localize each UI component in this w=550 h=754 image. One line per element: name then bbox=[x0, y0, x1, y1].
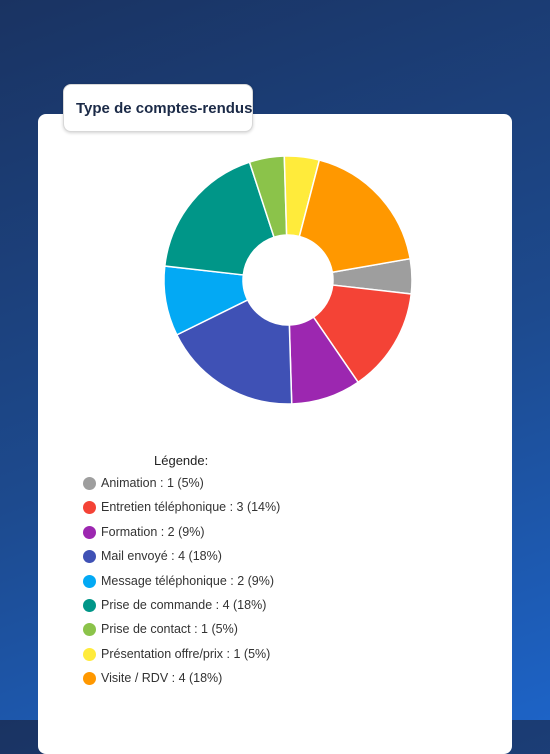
chart-title-tab: Type de comptes-rendus bbox=[63, 84, 253, 132]
legend-color-dot bbox=[83, 647, 96, 661]
legend-color-dot bbox=[83, 599, 96, 612]
legend-color-dot bbox=[83, 574, 96, 588]
legend-color-dot bbox=[83, 550, 96, 564]
legend-label: Mail envoyé : 4 (18%) bbox=[101, 549, 222, 564]
donut-slice-8[interactable] bbox=[298, 159, 412, 274]
legend-label: Prise de contact : 1 (5%) bbox=[101, 622, 238, 637]
legend-color-dot bbox=[83, 672, 96, 686]
legend-label: Formation : 2 (9%) bbox=[101, 524, 205, 539]
legend-label: Entretien téléphonique : 3 (14%) bbox=[101, 500, 281, 515]
donut-slice-1[interactable] bbox=[312, 284, 413, 384]
donut-slice-5[interactable] bbox=[163, 161, 275, 276]
legend-color-dot bbox=[83, 501, 96, 515]
donut-chart bbox=[163, 155, 413, 405]
legend-label: Visite / RDV : 4 (18%) bbox=[101, 671, 223, 686]
legend-color-dot bbox=[83, 477, 96, 490]
legend-title: Légende: bbox=[154, 453, 209, 468]
legend-color-dot bbox=[83, 525, 96, 539]
legend-label: Animation : 1 (5%) bbox=[101, 476, 204, 490]
chart-title: Type de comptes-rendus bbox=[76, 100, 253, 117]
donut-slice-3[interactable] bbox=[175, 298, 293, 405]
legend-label: Message téléphonique : 2 (9%) bbox=[101, 573, 275, 588]
legend-label: Présentation offre/prix : 1 (5%) bbox=[101, 646, 271, 661]
legend-color-dot bbox=[83, 623, 96, 637]
legend-label: Prise de commande : 4 (18%) bbox=[101, 598, 267, 612]
